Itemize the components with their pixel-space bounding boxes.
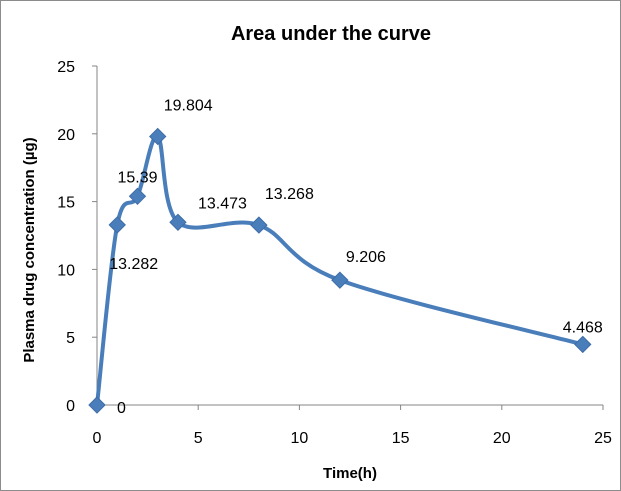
y-tick-label: 15 — [57, 195, 75, 212]
data-label: 13.268 — [265, 186, 314, 203]
axes — [96, 66, 603, 406]
data-point — [108, 216, 126, 234]
data-point — [250, 216, 268, 234]
x-tick-label: 15 — [392, 430, 410, 447]
chart-title: Area under the curve — [231, 23, 431, 45]
data-point — [128, 187, 147, 206]
data-label: 9.206 — [346, 249, 386, 266]
x-tick-label: 25 — [594, 430, 612, 447]
data-point — [574, 335, 592, 354]
data-point — [149, 127, 167, 146]
plot-area — [88, 127, 592, 414]
data-label: 19.804 — [164, 97, 213, 114]
data-labels: 0 13.282 15.39 19.804 13.473 13.268 9.206 4.468 — [109, 97, 603, 417]
y-tick-label: 20 — [57, 127, 75, 144]
x-tick-label: 20 — [493, 430, 511, 447]
y-tick-label: 10 — [57, 262, 75, 279]
x-tick-label: 10 — [291, 430, 309, 447]
data-label: 15.39 — [117, 169, 157, 186]
data-point — [169, 213, 187, 232]
y-axis-title: Plasma drug concentration (µg) — [21, 137, 38, 362]
data-label: 4.468 — [563, 319, 603, 336]
ticks: 0 5 10 15 20 25 0 5 10 15 20 25 — [57, 59, 612, 447]
data-point — [331, 271, 349, 289]
x-tick-label: 5 — [194, 430, 203, 447]
y-tick-label: 0 — [66, 398, 75, 415]
data-label: 0 — [117, 400, 126, 417]
data-point — [88, 396, 106, 414]
data-label: 13.473 — [198, 195, 247, 212]
x-tick-label: 0 — [93, 430, 102, 447]
y-tick-label: 5 — [66, 330, 75, 347]
data-label: 13.282 — [109, 256, 158, 273]
y-tick-label: 25 — [57, 59, 75, 76]
series-line — [95, 134, 584, 406]
x-axis-title: Time(h) — [323, 465, 377, 482]
